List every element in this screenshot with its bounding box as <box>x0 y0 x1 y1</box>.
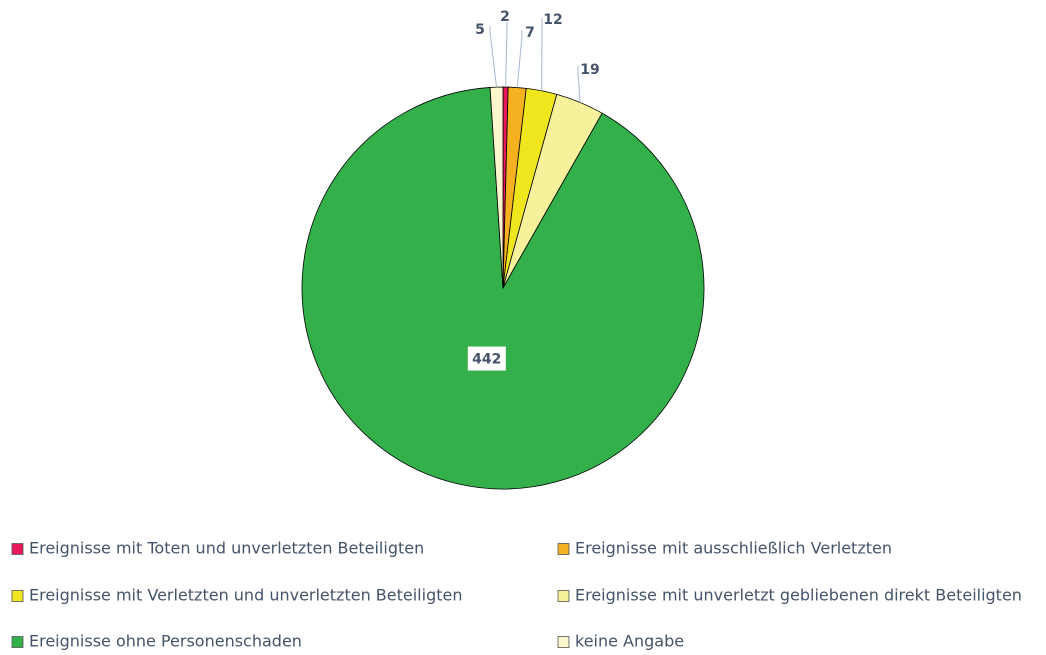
legend-swatch <box>11 590 24 602</box>
legend-label: Ereignisse mit Toten und unverletzten Be… <box>29 539 424 558</box>
data-label: 442 <box>472 352 501 368</box>
legend-swatch <box>557 543 570 555</box>
data-label: 5 <box>475 22 485 38</box>
legend-swatch <box>11 636 24 648</box>
legend-swatch <box>557 590 570 602</box>
data-label-box <box>467 346 506 371</box>
data-label: 19 <box>580 62 599 78</box>
legend-label: keine Angabe <box>575 632 684 651</box>
leader-line <box>577 66 581 103</box>
legend-label: Ereignisse mit ausschließlich Verletzten <box>575 539 892 558</box>
data-label: 7 <box>525 25 535 41</box>
legend-label: Ereignisse mit unverletzt gebliebenen di… <box>575 586 1022 605</box>
data-label: 2 <box>500 9 510 25</box>
legend-label: Ereignisse mit Verletzten und unverletzt… <box>29 586 462 605</box>
legend-swatch <box>11 543 24 555</box>
legend-swatch <box>557 636 570 648</box>
leader-line <box>516 30 523 88</box>
pie-slice <box>489 86 504 289</box>
data-label: 12 <box>543 12 562 28</box>
leader-line <box>505 22 508 88</box>
pie-slice <box>301 86 705 490</box>
legend-label: Ereignisse ohne Personenschaden <box>29 632 302 651</box>
leader-line <box>489 26 498 88</box>
